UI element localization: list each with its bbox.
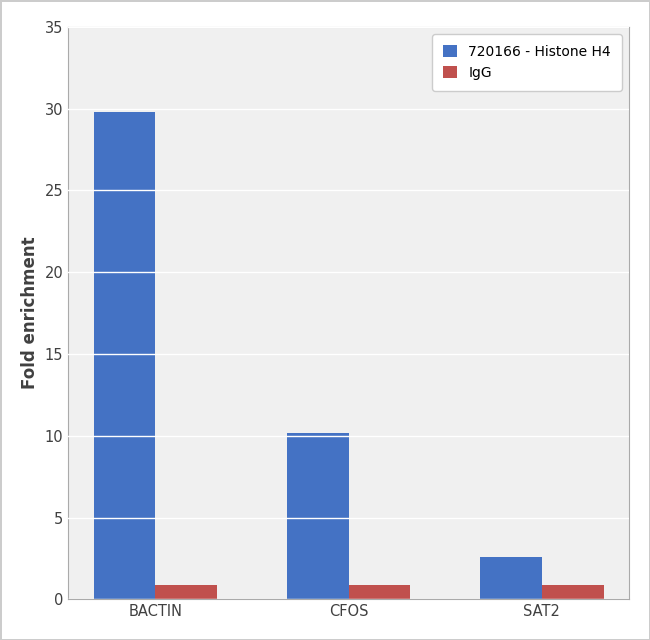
Y-axis label: Fold enrichment: Fold enrichment — [21, 237, 39, 389]
Bar — [348, 584, 410, 599]
Bar — [287, 433, 348, 599]
Bar — [480, 557, 542, 599]
Bar — [155, 584, 217, 599]
Bar — [542, 584, 604, 599]
Bar — [94, 112, 155, 599]
Legend: 720166 - Histone H4, IgG: 720166 - Histone H4, IgG — [432, 34, 622, 91]
